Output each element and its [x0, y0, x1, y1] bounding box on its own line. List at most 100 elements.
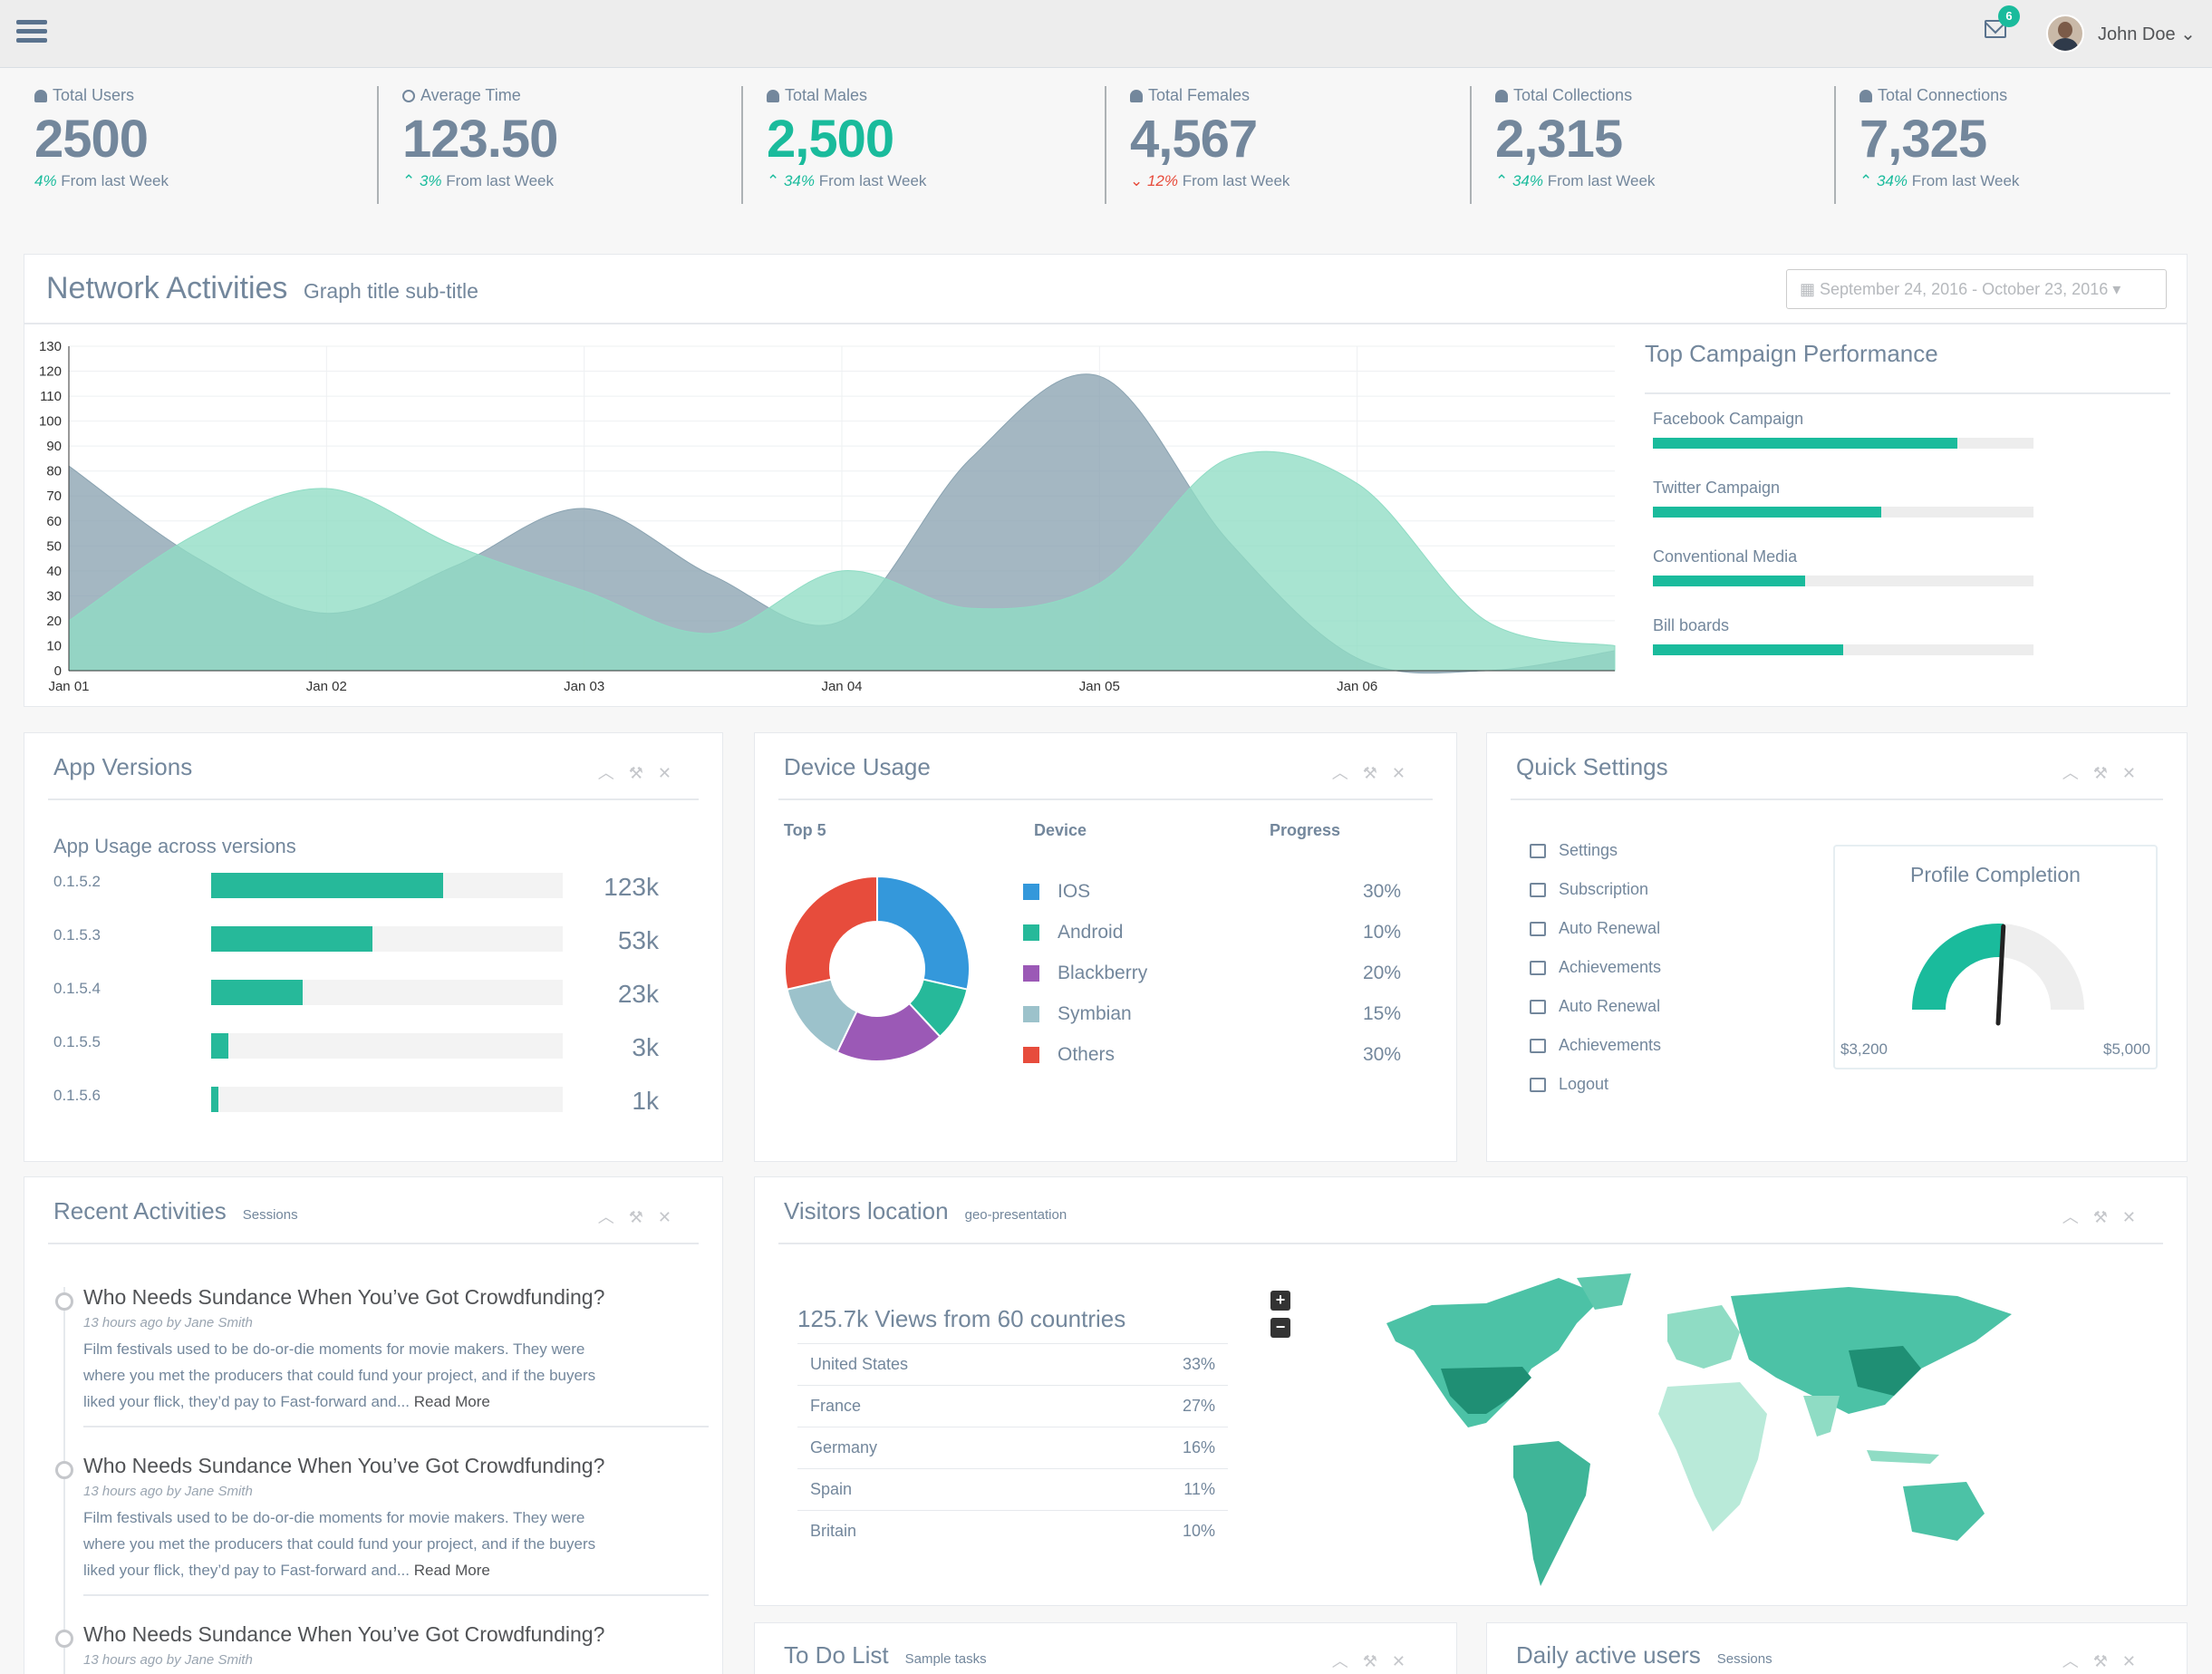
- panel-tools: ︿⚒✕: [2062, 1649, 2150, 1672]
- divider: [24, 323, 2187, 324]
- quick-settings-label: Achievements: [1559, 1036, 1662, 1054]
- quick-settings-item[interactable]: Auto Renewal: [1530, 997, 1660, 1016]
- device-percent: 30%: [1363, 1044, 1402, 1065]
- stat-change: 34%: [1512, 172, 1543, 189]
- todo-panel: To Do List Sample tasks ︿⚒✕: [754, 1622, 1457, 1674]
- collapse-icon[interactable]: ︿: [597, 764, 629, 782]
- col-top5: Top 5: [784, 821, 826, 839]
- y-tick-label: 10: [46, 638, 62, 653]
- divider: [48, 1243, 699, 1244]
- user-avatar[interactable]: [2046, 15, 2084, 53]
- map-australia[interactable]: [1903, 1482, 1985, 1541]
- activity-heading[interactable]: Who Needs Sundance When You’ve Got Crowd…: [83, 1622, 605, 1646]
- envelope-icon[interactable]: [1985, 20, 2006, 38]
- stat-label: Average Time: [402, 86, 739, 105]
- activity-description: Film festivals used to be do-or-die mome…: [83, 1505, 709, 1583]
- stat-label-text: Total Users: [53, 86, 135, 104]
- close-icon[interactable]: ✕: [2121, 1208, 2150, 1226]
- activity-item: Who Needs Sundance When You’ve Got Crowd…: [83, 1454, 709, 1596]
- map-india[interactable]: [1803, 1396, 1840, 1437]
- campaign-progress-bar: [1653, 507, 2033, 518]
- world-map: [1386, 1273, 2012, 1586]
- divider: [1645, 392, 2170, 394]
- version-label: 0.1.5.6: [53, 1087, 101, 1104]
- map-south-america[interactable]: [1513, 1441, 1590, 1586]
- quick-settings-item[interactable]: Achievements: [1530, 958, 1661, 977]
- map-north-america[interactable]: [1386, 1278, 1604, 1427]
- close-icon[interactable]: ✕: [1391, 764, 1420, 782]
- quick-settings-item[interactable]: Settings: [1530, 841, 1618, 860]
- area-chart-icon: [1530, 1077, 1546, 1092]
- campaign-item: Twitter Campaign: [1653, 479, 2033, 518]
- collapse-icon[interactable]: ︿: [597, 1208, 629, 1226]
- version-bar-fill: [211, 1033, 229, 1059]
- wrench-icon[interactable]: ⚒: [2092, 764, 2122, 782]
- arrow-up-icon: ⌃: [1859, 172, 1877, 189]
- campaign-progress-bar: [1653, 576, 2033, 586]
- wrench-icon[interactable]: ⚒: [2092, 1208, 2122, 1226]
- quick-settings-label: Achievements: [1559, 958, 1662, 976]
- close-icon[interactable]: ✕: [2121, 1652, 2150, 1670]
- activity-meta: 13 hours ago by Jane Smith: [83, 1484, 253, 1499]
- panel-title: To Do List Sample tasks: [784, 1641, 987, 1669]
- stat-footer: ⌃ 3% From last Week: [402, 172, 739, 190]
- map-europe[interactable]: [1667, 1305, 1740, 1369]
- collapse-icon[interactable]: ︿: [2062, 1208, 2093, 1226]
- zoom-out-button[interactable]: −: [1270, 1318, 1290, 1338]
- wrench-icon[interactable]: ⚒: [1362, 1652, 1392, 1670]
- stat-label-text: Total Collections: [1513, 86, 1633, 104]
- stat-tile: Total Connections 7,325 ⌃ 34% From last We…: [1834, 86, 2197, 204]
- map-china[interactable]: [1849, 1346, 1921, 1396]
- map-indonesia[interactable]: [1867, 1450, 1939, 1464]
- country-name: Spain: [810, 1480, 853, 1498]
- date-range-picker[interactable]: ▦ September 24, 2016 - October 23, 2016 …: [1786, 269, 2167, 309]
- user-icon: [767, 89, 779, 102]
- device-row: Symbian 15%: [1023, 1001, 1404, 1037]
- country-percent: 27%: [1182, 1397, 1215, 1415]
- legend-swatch: [1023, 1006, 1039, 1022]
- timeline-dot-icon: [55, 1630, 73, 1648]
- read-more-link[interactable]: Read More: [413, 1562, 490, 1579]
- user-menu[interactable]: John Doe ⌄: [2098, 24, 2196, 44]
- map-greenland[interactable]: [1577, 1273, 1631, 1310]
- collapse-icon[interactable]: ︿: [1331, 764, 1363, 782]
- quick-settings-item[interactable]: Achievements: [1530, 1036, 1661, 1055]
- panel-title: Recent Activities Sessions: [53, 1197, 298, 1225]
- map-africa[interactable]: [1658, 1382, 1767, 1532]
- device-row: Others 30%: [1023, 1041, 1404, 1078]
- wrench-icon[interactable]: ⚒: [628, 764, 658, 782]
- zoom-in-button[interactable]: +: [1270, 1291, 1290, 1311]
- donut-slice[interactable]: [876, 875, 971, 991]
- menu-toggle-icon[interactable]: [16, 20, 47, 44]
- campaign-label: Conventional Media: [1653, 547, 1798, 566]
- country-name: Britain: [810, 1522, 857, 1540]
- quick-settings-item[interactable]: Logout: [1530, 1075, 1608, 1094]
- collapse-icon[interactable]: ︿: [1331, 1652, 1363, 1670]
- collapse-icon[interactable]: ︿: [2062, 1652, 2093, 1670]
- wrench-icon[interactable]: ⚒: [628, 1208, 658, 1226]
- close-icon[interactable]: ✕: [1391, 1652, 1420, 1670]
- close-icon[interactable]: ✕: [2121, 764, 2150, 782]
- legend-swatch: [1023, 924, 1039, 941]
- collapse-icon[interactable]: ︿: [2062, 764, 2093, 782]
- donut-slice[interactable]: [784, 875, 878, 991]
- activity-heading[interactable]: Who Needs Sundance When You’ve Got Crowd…: [83, 1285, 605, 1309]
- activity-heading[interactable]: Who Needs Sundance When You’ve Got Crowd…: [83, 1454, 605, 1477]
- close-icon[interactable]: ✕: [657, 764, 686, 782]
- gauge-track: [2001, 924, 2084, 1010]
- user-icon: [1130, 89, 1143, 102]
- line-chart-icon: [1530, 1038, 1546, 1053]
- quick-settings-item[interactable]: Subscription: [1530, 880, 1648, 899]
- device-percent: 30%: [1363, 881, 1402, 902]
- map-usa[interactable]: [1441, 1367, 1531, 1414]
- wrench-icon[interactable]: ⚒: [2092, 1652, 2122, 1670]
- wrench-icon[interactable]: ⚒: [1362, 764, 1392, 782]
- device-name: Android: [1058, 922, 1124, 943]
- gauge-fill: [1912, 924, 2004, 1010]
- gauge-needle: [1995, 924, 2006, 1026]
- read-more-link[interactable]: Read More: [413, 1393, 490, 1410]
- stat-footer: ⌃ 34% From last Week: [1495, 172, 1832, 190]
- quick-settings-item[interactable]: Auto Renewal: [1530, 919, 1660, 938]
- line-chart-icon: [1530, 960, 1546, 975]
- close-icon[interactable]: ✕: [657, 1208, 686, 1226]
